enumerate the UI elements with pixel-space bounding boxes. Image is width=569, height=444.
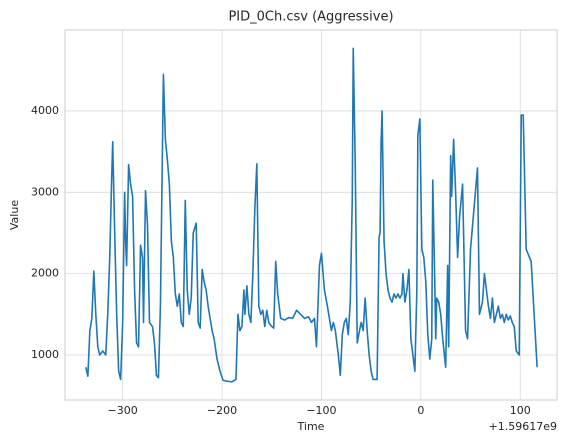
x-offset-label: +1.59617e9 — [489, 420, 557, 433]
x-tick-label: −100 — [306, 404, 336, 417]
x-tick-label: 100 — [510, 404, 531, 417]
y-tick-label: 1000 — [31, 348, 59, 361]
y-tick-label: 2000 — [31, 267, 59, 280]
x-axis-label: Time — [297, 420, 325, 433]
y-tick-label: 4000 — [31, 104, 59, 117]
y-axis-label: Value — [8, 200, 21, 230]
chart-title: PID_0Ch.csv (Aggressive) — [228, 10, 393, 25]
y-tick-label: 3000 — [31, 185, 59, 198]
x-tick-label: 0 — [417, 404, 424, 417]
x-tick-label: −300 — [108, 404, 138, 417]
plot-frame — [64, 29, 558, 401]
data-line — [85, 47, 538, 383]
x-tick-label: −200 — [207, 404, 237, 417]
